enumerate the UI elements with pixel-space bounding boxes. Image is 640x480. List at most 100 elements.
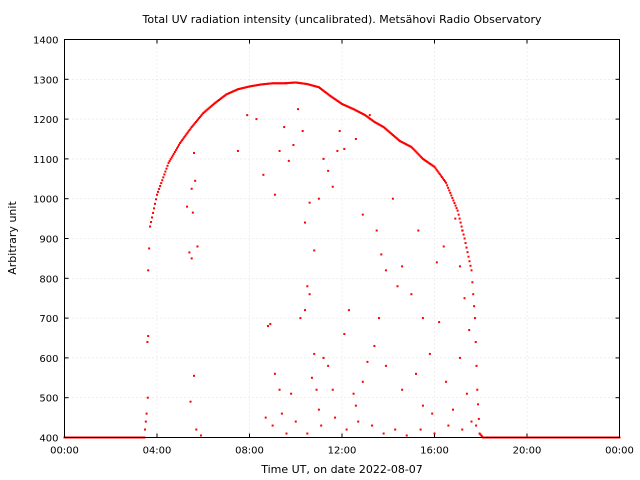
data-point [327, 364, 330, 367]
data-point [353, 108, 356, 111]
data-point [399, 140, 402, 143]
data-point [292, 81, 295, 84]
data-point [146, 396, 149, 399]
data-point [466, 251, 469, 254]
data-point [449, 191, 452, 194]
data-point [228, 92, 231, 95]
data-point [451, 196, 454, 199]
data-point [461, 428, 464, 431]
data-point [313, 85, 316, 88]
data-point [331, 96, 334, 99]
data-point [313, 352, 316, 355]
data-point [304, 82, 307, 85]
data-point [339, 102, 342, 105]
data-point [246, 114, 249, 117]
data-point [381, 125, 384, 128]
data-point [361, 213, 364, 216]
data-point [379, 124, 382, 127]
data-point [410, 293, 413, 296]
data-point [458, 265, 461, 268]
data-point [404, 142, 407, 145]
data-point [455, 207, 458, 210]
data-point [416, 152, 419, 155]
data-point [200, 114, 203, 117]
data-point [375, 229, 378, 232]
data-point [148, 247, 151, 250]
data-point [301, 130, 304, 133]
data-point [465, 246, 468, 249]
data-point [435, 261, 438, 264]
data-point [463, 297, 466, 300]
data-point [338, 101, 341, 104]
data-point [156, 193, 158, 196]
data-point [458, 217, 461, 220]
data-point [400, 141, 403, 144]
data-point [296, 81, 299, 84]
data-point [345, 428, 348, 431]
data-point [205, 109, 208, 112]
data-point [290, 81, 293, 84]
data-point [312, 84, 315, 87]
data-point [406, 143, 409, 146]
data-point [183, 136, 186, 139]
data-point [294, 81, 297, 84]
data-point [475, 424, 478, 427]
data-point [215, 100, 218, 103]
data-point [336, 149, 339, 152]
data-point [325, 91, 328, 94]
data-point [194, 179, 197, 182]
data-point [407, 144, 410, 147]
data-point [236, 88, 239, 91]
data-point [185, 133, 188, 136]
data-point [331, 388, 334, 391]
data-point [287, 81, 290, 84]
data-point [322, 89, 325, 92]
data-point [188, 128, 191, 131]
data-point [173, 151, 176, 154]
data-point [285, 82, 288, 85]
data-point [283, 126, 286, 129]
data-point [155, 198, 158, 201]
data-point [434, 167, 437, 170]
data-point [319, 87, 322, 90]
data-point [338, 130, 341, 133]
data-point [203, 111, 206, 114]
data-point [166, 164, 169, 167]
data-point [369, 117, 372, 120]
data-point [417, 153, 420, 156]
data-point [364, 114, 367, 117]
data-point [471, 281, 474, 284]
data-point [343, 333, 346, 336]
y-tick-label: 900 [39, 235, 58, 246]
data-point [425, 160, 428, 163]
data-point [341, 102, 343, 105]
data-point [322, 157, 325, 160]
data-point [373, 344, 376, 347]
data-point [328, 94, 331, 97]
data-point [280, 82, 283, 85]
data-point [442, 178, 445, 181]
data-point [196, 245, 199, 248]
data-point [194, 120, 197, 123]
data-point [438, 321, 441, 324]
data-point [428, 162, 431, 165]
data-point [310, 84, 313, 87]
data-point [465, 392, 468, 395]
data-point [144, 420, 147, 423]
data-point [330, 95, 333, 98]
data-point [309, 83, 312, 86]
data-point [274, 82, 277, 85]
data-point [342, 103, 345, 106]
data-point [366, 115, 369, 118]
data-point [387, 130, 390, 133]
data-point [303, 82, 306, 85]
data-point [401, 141, 404, 144]
data-point [477, 403, 480, 406]
data-point [333, 97, 336, 100]
data-point [288, 81, 291, 84]
data-point [317, 197, 320, 200]
data-point [354, 138, 357, 140]
data-point [456, 209, 459, 212]
data-point [179, 141, 182, 144]
data-point [356, 110, 359, 113]
